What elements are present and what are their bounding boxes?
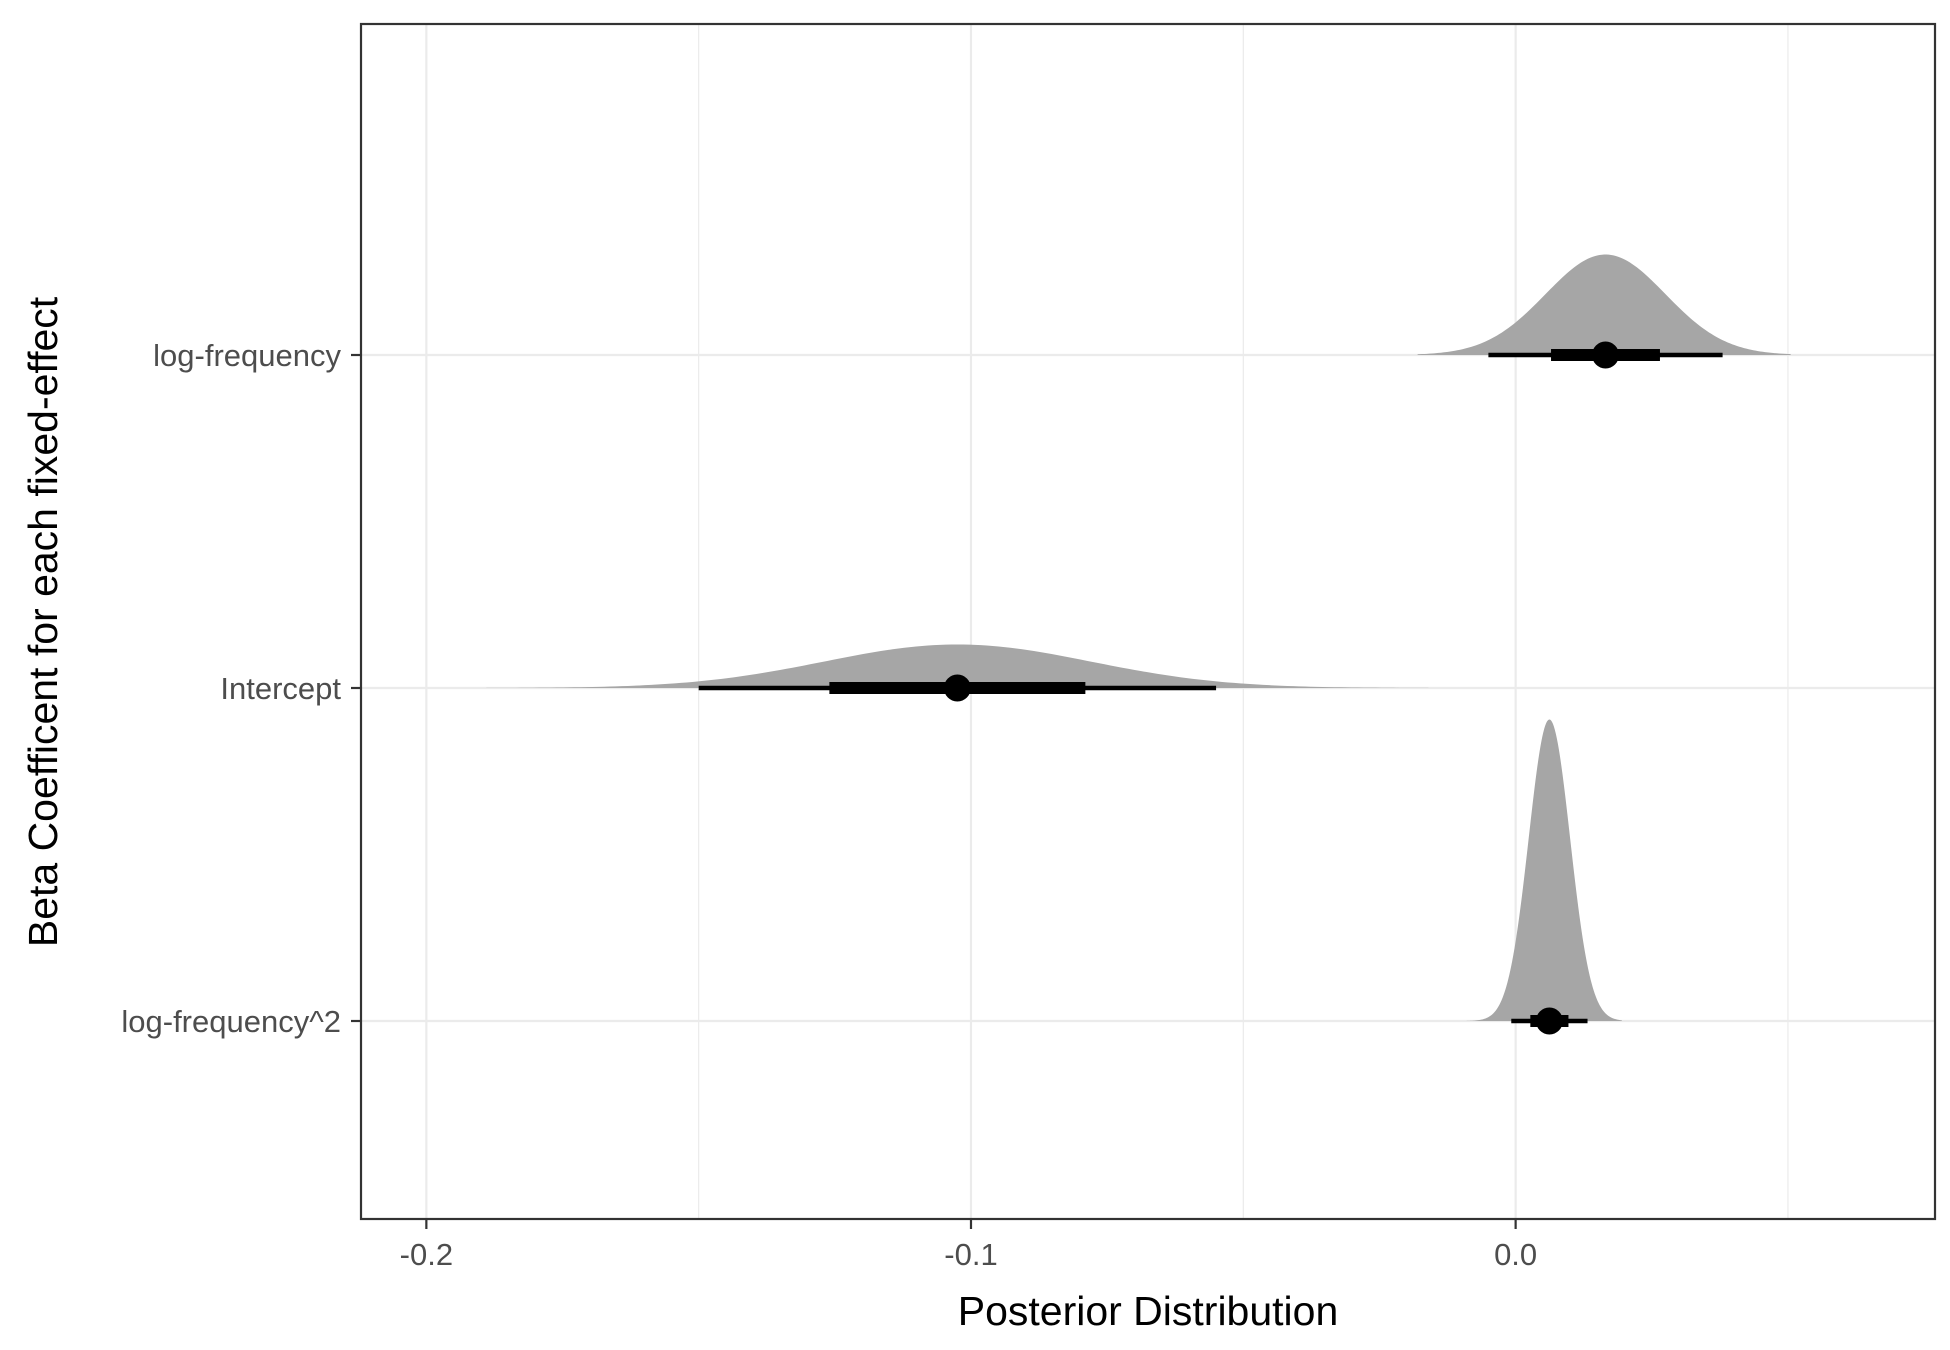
- interval-layer: [698, 341, 1723, 1035]
- x-axis-title: Posterior Distribution: [958, 1288, 1339, 1334]
- x-tick-label: 0.0: [1494, 1237, 1537, 1272]
- median-point-Intercept: [943, 674, 971, 702]
- density-layer: [486, 254, 1791, 1021]
- density-log-frequency: [1417, 254, 1791, 355]
- x-tick-label: -0.1: [944, 1237, 997, 1272]
- y-tick-label: Intercept: [220, 671, 341, 706]
- y-tick-label: log-frequency^2: [121, 1004, 341, 1039]
- y-tick-label: log-frequency: [153, 338, 341, 373]
- median-point-log-frequency^2: [1535, 1007, 1563, 1035]
- density-Intercept: [486, 644, 1429, 688]
- plot-panel-background: [361, 24, 1935, 1219]
- plot-panel-border: [359, 22, 1937, 1221]
- density-log-frequency^2: [1466, 719, 1622, 1021]
- median-point-log-frequency: [1591, 341, 1619, 369]
- axis-layer: -0.2 -0.1 0.0 log-frequency^2 Intercept log-f…: [121, 338, 1537, 1272]
- x-tick-label: -0.2: [400, 1237, 453, 1272]
- y-axis-title: Beta Coefficent for each fixed-effect: [20, 296, 66, 947]
